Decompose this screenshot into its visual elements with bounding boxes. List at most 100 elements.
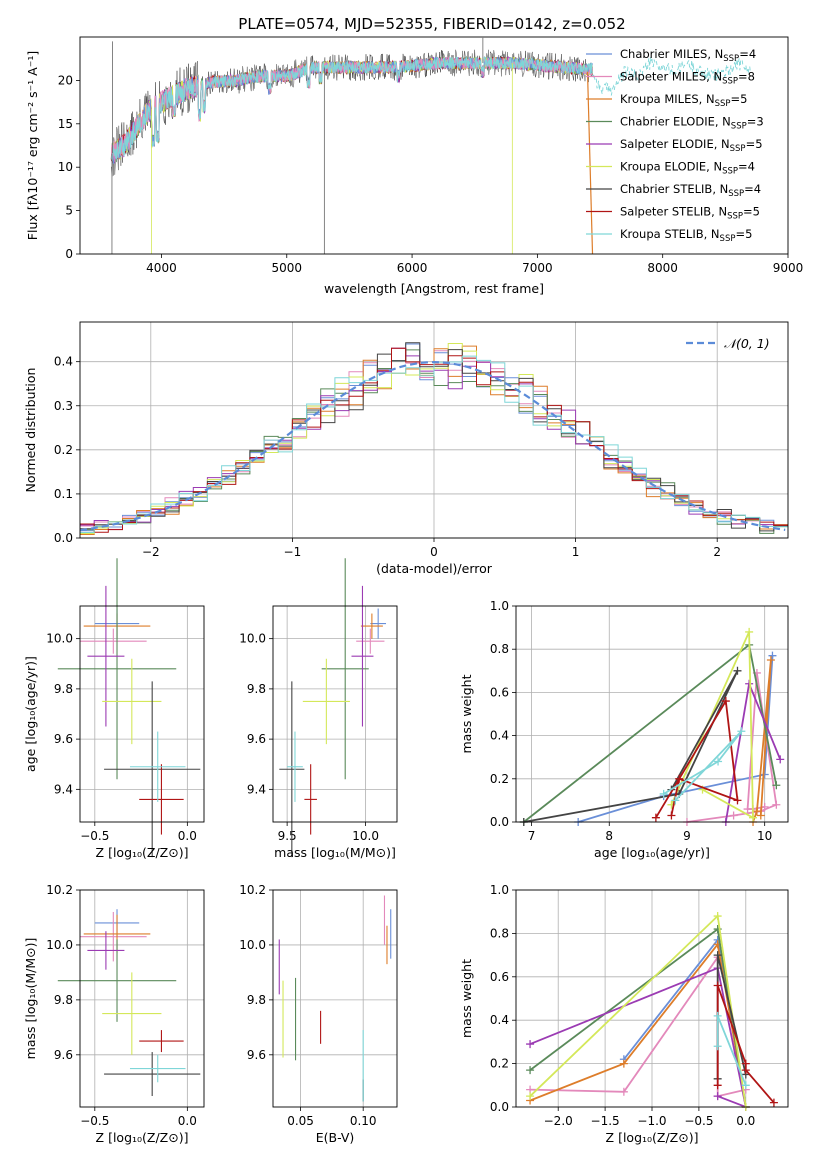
legend-label-part: Salpeter ELODIE — [620, 137, 714, 151]
spectrum-panel: 4000 5000 6000 7000 8000 9000 0 5 10 15 20 Chabrier… — [25, 36, 803, 296]
histogram-chabrier-elodie — [80, 349, 788, 534]
y-tick-label: 10.0 — [239, 938, 266, 952]
legend-label-part: Kroupa STELIB — [620, 227, 704, 241]
y-tick-label: 0.2 — [54, 443, 73, 457]
y-tick-label: 10.0 — [46, 938, 73, 952]
mass-vs-ebv-panel: 0.05 0.10 9.6 9.8 10.0 10.2 E(B-V) — [239, 883, 398, 1145]
legend-label-part: =5 — [746, 137, 763, 151]
weight-marker — [745, 679, 754, 688]
legend-label-part: SSP — [722, 167, 738, 177]
axes-frame — [79, 36, 789, 255]
weight-marker — [741, 1081, 750, 1090]
legend-label: 𝒩(0, 1) — [724, 336, 770, 351]
legend-label-part: =5 — [735, 227, 752, 241]
y-tick-label: 20 — [58, 73, 73, 87]
weight-marker — [721, 697, 730, 706]
y-tick-label: 0.6 — [490, 970, 509, 984]
legend-label-part: =4 — [739, 47, 756, 61]
x-tick-label: 0.0 — [178, 1114, 197, 1128]
y-tick-label: 0.1 — [54, 487, 73, 501]
y-tick-label: 10.2 — [46, 883, 73, 897]
x-tick-label: 0.10 — [350, 1114, 377, 1128]
x-tick-label: 9 — [683, 829, 691, 843]
y-tick-label: 1.0 — [490, 883, 509, 897]
legend-label: Chabrier STELIB, NSSP=4 — [620, 182, 761, 199]
weight-line-kroupa-miles — [529, 942, 747, 1108]
y-tick-label: 0.8 — [490, 926, 509, 940]
legend-label-part: , N — [711, 205, 727, 219]
weight-line-salpeter-stelib — [655, 698, 739, 819]
x-tick-label: −2 — [142, 545, 160, 559]
x-axis-label: Z [log₁₀(Z/Z⊙)] — [96, 1130, 189, 1145]
weight-marker — [526, 1066, 535, 1075]
weight-marker — [733, 796, 742, 805]
axes-frame — [79, 321, 789, 539]
legend-label-part: Kroupa ELODIE — [620, 160, 706, 174]
legend-label-part: =8 — [738, 70, 755, 84]
y-axis-label: mass weight — [459, 959, 474, 1038]
y-tick-label: 10.0 — [46, 632, 73, 646]
legend-label-part: =5 — [743, 205, 760, 219]
axes-frame — [515, 889, 789, 1108]
weight-vs-age-panel: 7 8 9 10 0.0 0.2 0.4 0.6 0.8 1.0 age [log₁₀(age/yr… — [459, 599, 789, 860]
y-axis-label: Flux [fλ10⁻¹⁷ erg cm⁻² s⁻¹ A⁻¹] — [25, 51, 40, 240]
weight-marker — [659, 789, 668, 798]
x-tick-label: 4000 — [146, 261, 177, 275]
weight-marker — [769, 1098, 778, 1107]
weight-marker — [667, 811, 676, 820]
legend-label-part: Chabrier MILES — [620, 47, 707, 61]
weight-marker — [526, 1092, 535, 1101]
weight-marker — [752, 807, 761, 816]
weight-marker — [768, 651, 777, 660]
y-tick-label: 9.8 — [247, 993, 266, 1007]
legend-label-part: Salpeter STELIB — [620, 205, 711, 219]
weight-marker — [713, 1042, 722, 1051]
y-tick-label: 0.6 — [490, 685, 509, 699]
y-tick-label: 9.6 — [54, 732, 73, 746]
x-axis-label: Z [log₁₀(Z/Z⊙)] — [606, 1130, 699, 1145]
legend-label-part: , N — [706, 160, 722, 174]
y-axis-label: mass weight — [459, 674, 474, 753]
legend-label-part: , N — [699, 92, 715, 106]
weight-marker — [619, 1059, 628, 1068]
x-tick-label: 0.05 — [287, 1114, 314, 1128]
spectrum-tail — [592, 57, 751, 96]
legend-label-part: , N — [715, 115, 731, 129]
legend-label-part: =4 — [738, 160, 755, 174]
x-tick-label: 7000 — [522, 261, 553, 275]
legend-label: Chabrier MILES, NSSP=4 — [620, 47, 756, 64]
weight-marker — [737, 727, 746, 736]
y-tick-label: 0.4 — [490, 1013, 509, 1027]
y-axis-label: mass [log₁₀(M/M⊙)] — [23, 938, 38, 1060]
legend-label: Kroupa ELODIE, NSSP=4 — [620, 160, 755, 177]
weight-marker — [714, 757, 723, 766]
weight-marker — [619, 1087, 628, 1096]
legend-label-part: SSP — [730, 144, 746, 154]
legend-label: Chabrier ELODIE, NSSP=3 — [620, 115, 764, 132]
mass-vs-metallicity-panel: −0.5 0.0 9.6 9.8 10.0 10.2 Z [log₁₀(Z/Z⊙)] mass… — [23, 883, 205, 1145]
weight-line-kroupa-stelib — [663, 730, 743, 802]
legend-label-part: Kroupa MILES — [620, 92, 699, 106]
y-tick-label: 0.2 — [490, 1057, 509, 1071]
weight-marker — [749, 813, 758, 822]
weight-marker — [772, 800, 781, 809]
weight-marker — [772, 781, 781, 790]
weight-marker — [713, 981, 722, 990]
x-tick-label: 0.0 — [178, 829, 197, 843]
x-tick-label: −0.5 — [684, 1114, 713, 1128]
y-tick-label: 15 — [58, 117, 73, 131]
x-tick-label: −0.5 — [80, 829, 109, 843]
y-tick-label: 5 — [65, 204, 73, 218]
x-tick-label: −1.5 — [591, 1114, 620, 1128]
y-tick-label: 9.6 — [54, 1048, 73, 1062]
x-tick-label: 2 — [713, 545, 721, 559]
weight-marker — [741, 1066, 750, 1075]
y-tick-label: 0.4 — [54, 355, 73, 369]
weight-marker — [526, 1040, 535, 1049]
weight-marker — [756, 811, 765, 820]
weight-marker — [713, 1081, 722, 1090]
figure-title: PLATE=0574, MJD=52355, FIBERID=0142, z=0… — [238, 15, 625, 33]
x-tick-label: −0.5 — [80, 1114, 109, 1128]
y-tick-label: 10 — [58, 160, 73, 174]
legend-label-part: SSP — [715, 99, 731, 109]
